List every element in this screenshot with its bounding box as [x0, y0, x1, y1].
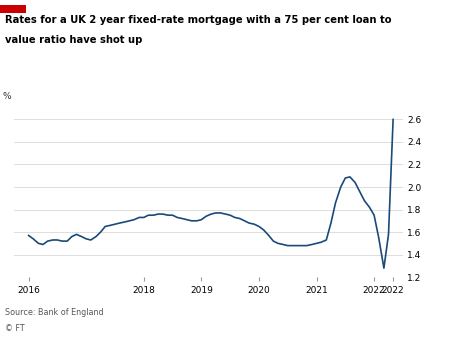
- Text: value ratio have shot up: value ratio have shot up: [5, 35, 142, 46]
- Text: Rates for a UK 2 year fixed-rate mortgage with a 75 per cent loan to: Rates for a UK 2 year fixed-rate mortgag…: [5, 15, 391, 25]
- Text: %: %: [2, 92, 11, 101]
- Text: Source: Bank of England: Source: Bank of England: [5, 308, 103, 317]
- Text: © FT: © FT: [5, 324, 24, 334]
